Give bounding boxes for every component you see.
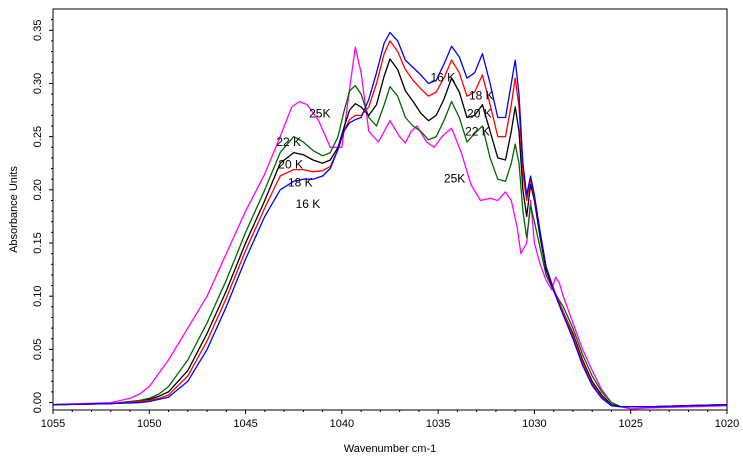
y-tick-label: 0.30 bbox=[32, 73, 44, 94]
series-line-4 bbox=[52, 31, 728, 408]
y-tick-label: 0.25 bbox=[32, 126, 44, 147]
temperature-annotation: 22 K bbox=[465, 125, 490, 139]
y-tick-label: 0.00 bbox=[32, 392, 44, 413]
temperature-annotation: 25K bbox=[309, 106, 330, 120]
temperature-annotation: 20 K bbox=[278, 158, 303, 172]
y-tick-label: 0.10 bbox=[32, 285, 44, 306]
x-tick-label: 1045 bbox=[233, 418, 257, 430]
x-tick-label: 1055 bbox=[41, 418, 65, 430]
x-tick-label: 1035 bbox=[426, 418, 450, 430]
x-tick-label: 1030 bbox=[522, 418, 546, 430]
temperature-annotation: 20 K bbox=[467, 106, 492, 120]
series-line-3 bbox=[52, 40, 728, 408]
x-tick-label: 1050 bbox=[137, 418, 161, 430]
temperature-annotation: 22 K bbox=[276, 135, 301, 149]
y-tick-label: 0.35 bbox=[32, 20, 44, 41]
temperature-annotation: 18 K bbox=[469, 88, 494, 102]
y-tick-label: 0.05 bbox=[32, 339, 44, 360]
plot-frame bbox=[52, 8, 728, 411]
y-axis-label: Absorbance Units bbox=[8, 166, 20, 253]
temperature-annotation: 18 K bbox=[288, 176, 313, 190]
series-line-1 bbox=[52, 84, 728, 408]
series-layer bbox=[52, 31, 728, 410]
x-tick-label: 1040 bbox=[330, 418, 354, 430]
x-tick-label: 1020 bbox=[715, 418, 739, 430]
annotation-layer: 16 K 18 K 20 K 22 K 25K 25K 22 K 20 K 18 K 16 K bbox=[276, 70, 493, 211]
y-tick-label: 0.20 bbox=[32, 179, 44, 200]
temperature-annotation: 16 K bbox=[430, 70, 455, 84]
x-axis-label: Wavenumber cm-1 bbox=[344, 443, 437, 455]
y-axis: 0.00 0.05 0.10 0.15 0.20 0.25 0.30 0.35 bbox=[32, 19, 53, 413]
x-axis: 1055 1050 1045 1040 1035 1030 1025 1020 bbox=[41, 410, 739, 430]
x-tick-label: 1025 bbox=[618, 418, 642, 430]
y-tick-label: 0.15 bbox=[32, 232, 44, 253]
temperature-annotation: 25K bbox=[444, 171, 465, 185]
temperature-annotation: 16 K bbox=[296, 197, 321, 211]
series-line-0 bbox=[52, 46, 728, 410]
